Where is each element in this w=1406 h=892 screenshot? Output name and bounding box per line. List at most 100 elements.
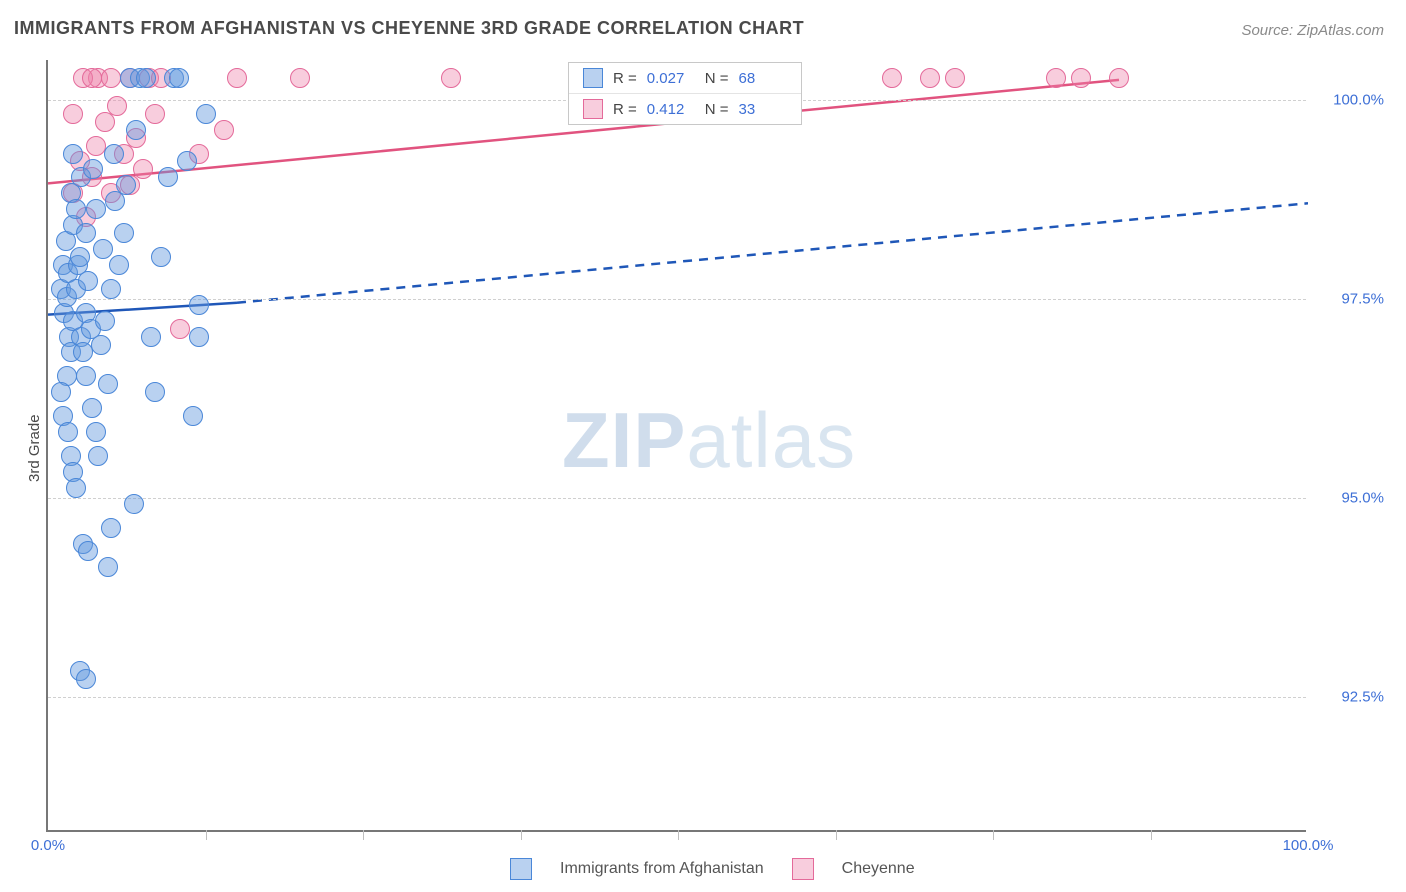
point-cheyenne xyxy=(214,120,234,140)
point-afghanistan xyxy=(158,167,178,187)
point-afghanistan xyxy=(126,120,146,140)
point-cheyenne xyxy=(1071,68,1091,88)
point-afghanistan xyxy=(66,199,86,219)
y-tick-label: 97.5% xyxy=(1314,290,1384,307)
point-cheyenne xyxy=(441,68,461,88)
point-cheyenne xyxy=(920,68,940,88)
series-legend: Immigrants from Afghanistan Cheyenne xyxy=(510,858,915,880)
point-afghanistan xyxy=(63,144,83,164)
point-afghanistan xyxy=(104,144,124,164)
point-afghanistan xyxy=(51,382,71,402)
point-afghanistan xyxy=(189,295,209,315)
trend-lines-layer xyxy=(48,60,1308,832)
r-value: 0.412 xyxy=(647,101,695,118)
legend-swatch xyxy=(583,68,603,88)
point-afghanistan xyxy=(95,311,115,331)
point-afghanistan xyxy=(78,541,98,561)
x-minor-tick xyxy=(1151,830,1152,840)
point-afghanistan xyxy=(116,175,136,195)
watermark-rest: atlas xyxy=(686,396,856,484)
x-tick-label: 100.0% xyxy=(1283,837,1334,854)
point-afghanistan xyxy=(145,382,165,402)
point-cheyenne xyxy=(95,112,115,132)
x-minor-tick xyxy=(993,830,994,840)
point-afghanistan xyxy=(76,223,96,243)
point-afghanistan xyxy=(114,223,134,243)
n-value: 68 xyxy=(739,70,787,87)
r-label: R = xyxy=(613,101,637,118)
point-afghanistan xyxy=(66,478,86,498)
x-minor-tick xyxy=(521,830,522,840)
r-label: R = xyxy=(613,70,637,87)
point-cheyenne xyxy=(101,68,121,88)
gridline xyxy=(48,299,1306,300)
gridline xyxy=(48,498,1306,499)
source-attribution: Source: ZipAtlas.com xyxy=(1241,22,1384,39)
point-afghanistan xyxy=(98,374,118,394)
watermark-bold: ZIP xyxy=(562,396,686,484)
point-cheyenne xyxy=(227,68,247,88)
point-cheyenne xyxy=(882,68,902,88)
x-tick-label: 0.0% xyxy=(31,837,65,854)
point-afghanistan xyxy=(189,327,209,347)
y-axis-label: 3rd Grade xyxy=(26,414,43,482)
point-afghanistan xyxy=(177,151,197,171)
point-afghanistan xyxy=(141,327,161,347)
point-cheyenne xyxy=(170,319,190,339)
point-afghanistan xyxy=(151,247,171,267)
point-afghanistan xyxy=(70,247,90,267)
stats-legend-row: R = 0.027 N = 68 xyxy=(569,63,801,94)
point-cheyenne xyxy=(107,96,127,116)
n-label: N = xyxy=(705,70,729,87)
point-cheyenne xyxy=(82,68,102,88)
point-afghanistan xyxy=(183,406,203,426)
point-afghanistan xyxy=(86,199,106,219)
point-cheyenne xyxy=(945,68,965,88)
point-afghanistan xyxy=(83,159,103,179)
x-minor-tick xyxy=(836,830,837,840)
y-tick-label: 95.0% xyxy=(1314,489,1384,506)
stats-legend-row: R = 0.412 N = 33 xyxy=(569,94,801,124)
n-value: 33 xyxy=(739,101,787,118)
point-cheyenne xyxy=(1046,68,1066,88)
gridline xyxy=(48,697,1306,698)
legend-label: Immigrants from Afghanistan xyxy=(560,860,764,878)
point-cheyenne xyxy=(145,104,165,124)
point-afghanistan xyxy=(58,422,78,442)
point-afghanistan xyxy=(109,255,129,275)
point-afghanistan xyxy=(124,494,144,514)
legend-swatch xyxy=(510,858,532,880)
r-value: 0.027 xyxy=(647,70,695,87)
point-cheyenne xyxy=(290,68,310,88)
point-afghanistan xyxy=(76,366,96,386)
x-minor-tick xyxy=(678,830,679,840)
point-afghanistan xyxy=(88,446,108,466)
point-afghanistan xyxy=(196,104,216,124)
point-cheyenne xyxy=(63,104,83,124)
stats-legend: R = 0.027 N = 68 R = 0.412 N = 33 xyxy=(568,62,802,125)
plot-area: ZIPatlas 92.5%95.0%97.5%100.0%0.0%100.0% xyxy=(46,60,1306,832)
legend-swatch xyxy=(792,858,814,880)
point-afghanistan xyxy=(82,398,102,418)
y-tick-label: 92.5% xyxy=(1314,688,1384,705)
point-afghanistan xyxy=(76,669,96,689)
point-cheyenne xyxy=(1109,68,1129,88)
n-label: N = xyxy=(705,101,729,118)
point-afghanistan xyxy=(101,279,121,299)
y-tick-label: 100.0% xyxy=(1314,91,1384,108)
point-afghanistan xyxy=(78,271,98,291)
legend-label: Cheyenne xyxy=(842,860,915,878)
point-afghanistan xyxy=(101,518,121,538)
watermark: ZIPatlas xyxy=(562,395,856,486)
point-afghanistan xyxy=(93,239,113,259)
point-afghanistan xyxy=(136,68,156,88)
point-afghanistan xyxy=(86,422,106,442)
legend-swatch xyxy=(583,99,603,119)
point-afghanistan xyxy=(91,335,111,355)
x-minor-tick xyxy=(206,830,207,840)
point-afghanistan xyxy=(169,68,189,88)
trend-line xyxy=(237,203,1308,302)
point-afghanistan xyxy=(98,557,118,577)
x-minor-tick xyxy=(363,830,364,840)
chart-title: IMMIGRANTS FROM AFGHANISTAN VS CHEYENNE … xyxy=(14,18,804,39)
